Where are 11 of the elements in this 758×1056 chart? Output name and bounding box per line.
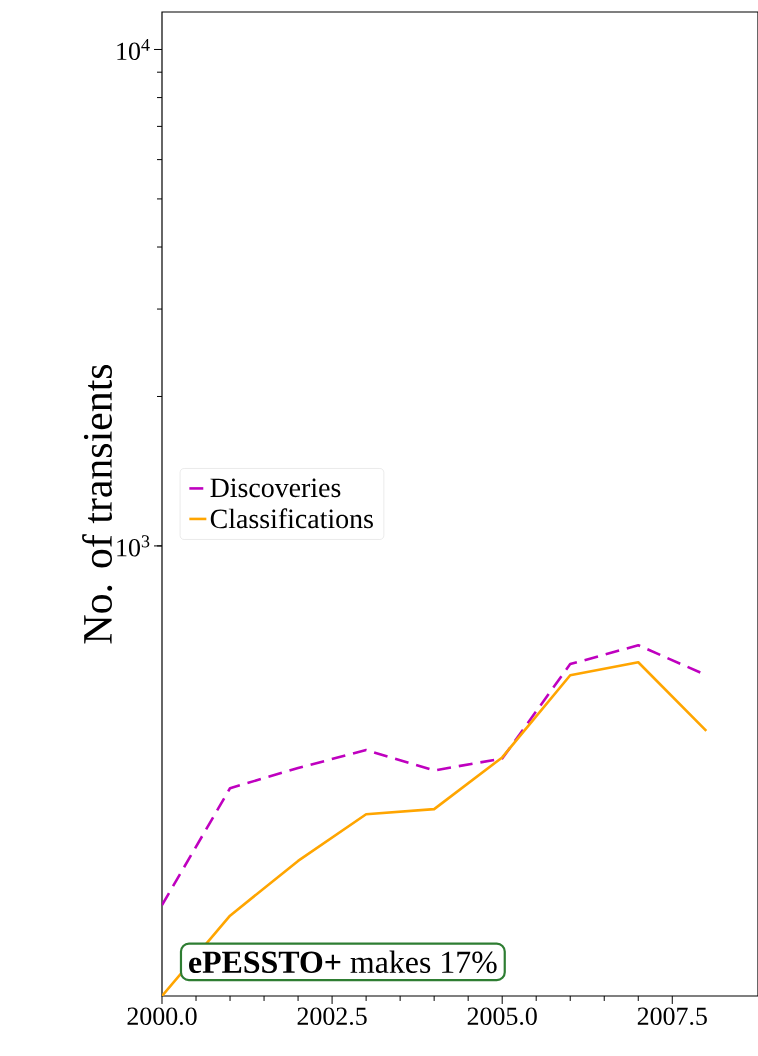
y-tick-label: 10$^{3}$ bbox=[117, 535, 150, 557]
x-tick-label: 2007.5 bbox=[637, 1007, 707, 1026]
legend-label: Classifications bbox=[210, 508, 373, 529]
legend-label: Discoveries bbox=[210, 478, 341, 498]
x-tick-label: 2002.5 bbox=[297, 1007, 367, 1026]
annotation: ePESSTO+ makes 17% bbox=[189, 950, 497, 974]
y-axis-title: No. of transients bbox=[82, 364, 113, 644]
line-series bbox=[162, 660, 708, 996]
x-tick-label: 2000.0 bbox=[127, 1007, 197, 1026]
x-tick-label: 2005.0 bbox=[467, 1007, 537, 1026]
y-tick-label: 10$^{4}$ bbox=[117, 38, 150, 61]
